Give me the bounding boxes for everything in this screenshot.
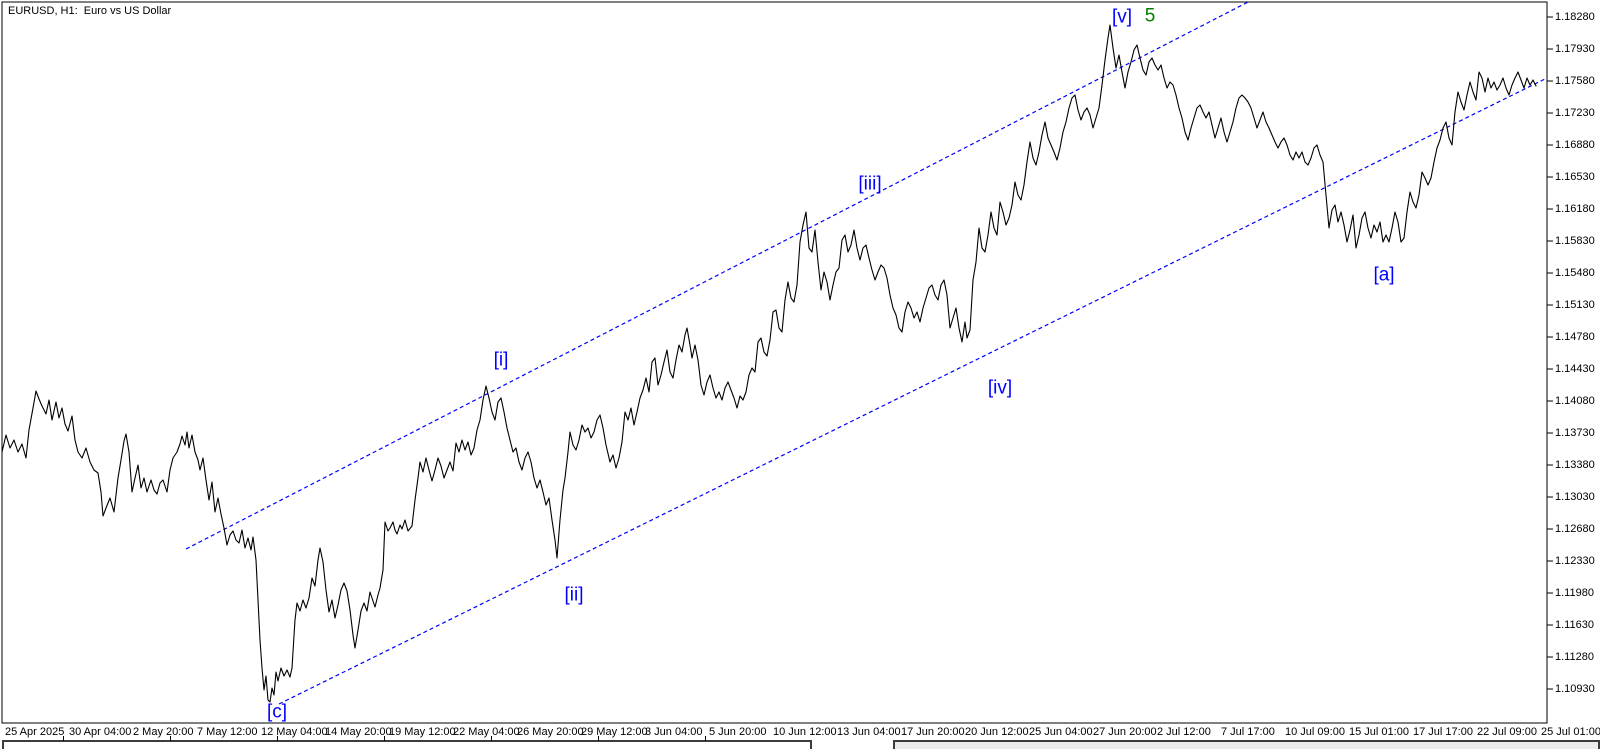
plot-border xyxy=(1,1,1548,724)
wave-label-c[interactable]: [c] xyxy=(266,701,288,723)
strip-right-box[interactable] xyxy=(893,740,1600,749)
wave-label-iv[interactable]: [iv] xyxy=(987,377,1013,399)
strip-tick xyxy=(63,736,64,741)
strip-tick xyxy=(705,736,706,741)
strip-left-box[interactable] xyxy=(2,740,812,749)
price-line xyxy=(1,24,1537,703)
wave-label-5[interactable]: 5 xyxy=(1144,5,1156,27)
wave-label-v[interactable]: [v] xyxy=(1111,6,1133,28)
wave-label-iii[interactable]: [iii] xyxy=(858,173,882,195)
wave-label-i[interactable]: [i] xyxy=(493,349,509,371)
strip-tick xyxy=(384,736,385,741)
channel-lower-line[interactable] xyxy=(278,77,1548,705)
strip-tick xyxy=(277,736,278,741)
strip-tick xyxy=(598,736,599,741)
strip-tick xyxy=(491,736,492,741)
strip-tick xyxy=(170,736,171,741)
chart-title: EURUSD, H1: Euro vs US Dollar xyxy=(8,5,172,17)
wave-label-a[interactable]: [a] xyxy=(1373,264,1395,286)
channel-upper-line[interactable] xyxy=(185,0,1251,550)
wave-label-ii[interactable]: [ii] xyxy=(564,584,584,606)
